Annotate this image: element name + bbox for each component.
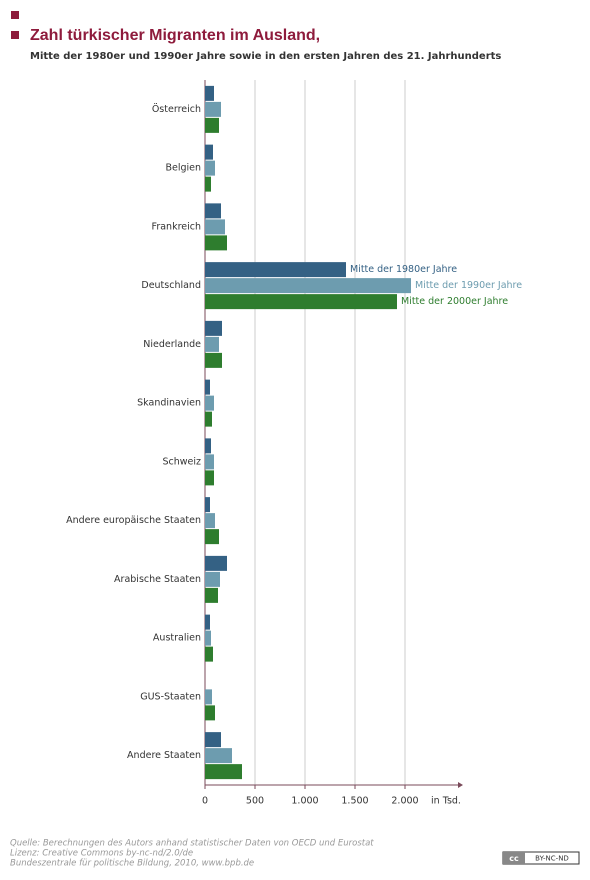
chart-title: Zahl türkischer Migranten im Ausland, <box>30 27 320 44</box>
legend-label: Mitte der 1980er Jahre <box>350 264 457 275</box>
y-tick-label: Deutschland <box>141 280 201 291</box>
bar <box>205 513 215 529</box>
bar <box>205 85 214 101</box>
legend-label: Mitte der 1990er Jahre <box>415 280 522 291</box>
title-marker <box>11 11 19 19</box>
bar <box>205 235 227 251</box>
bar <box>205 529 219 545</box>
x-tick-label: 2.000 <box>391 796 418 807</box>
x-axis-label: in Tsd. <box>431 796 461 807</box>
bar <box>205 748 232 764</box>
bar <box>205 555 227 571</box>
license-badge-icon <box>503 852 525 864</box>
y-tick-label: Andere europäische Staaten <box>66 515 201 526</box>
axis-arrow <box>458 782 463 788</box>
bar <box>205 219 225 235</box>
bar <box>205 395 214 411</box>
bar <box>205 438 211 454</box>
bar <box>205 160 215 176</box>
y-tick-label: Frankreich <box>152 221 201 232</box>
bar <box>205 614 210 630</box>
y-tick-label: Schweiz <box>162 456 201 467</box>
bar <box>205 278 411 294</box>
y-tick-label: GUS-Staaten <box>140 691 201 702</box>
x-tick-label: 1.000 <box>291 796 318 807</box>
bar <box>205 117 219 133</box>
bar <box>205 587 218 603</box>
bar <box>205 705 215 721</box>
legend-label: Mitte der 2000er Jahre <box>401 296 508 307</box>
license-cc: cc <box>509 854 519 863</box>
bar <box>205 262 346 278</box>
y-tick-label: Andere Staaten <box>127 750 201 761</box>
source-line: Lizenz: Creative Commons by-nc-nd/2.0/de <box>10 849 193 859</box>
bar <box>205 689 212 705</box>
license-text: BY-NC-ND <box>535 855 569 863</box>
source-line: Quelle: Berechnungen des Autors anhand s… <box>10 839 374 849</box>
y-tick-label: Skandinavien <box>137 398 201 409</box>
y-tick-label: Österreich <box>152 104 201 115</box>
bar <box>205 646 213 662</box>
x-tick-label: 500 <box>246 796 264 807</box>
bar <box>205 294 397 310</box>
bar <box>205 454 214 470</box>
bar <box>205 470 214 486</box>
chart-subtitle: Mitte der 1980er und 1990er Jahre sowie … <box>30 51 501 62</box>
bar <box>205 101 221 117</box>
bar <box>205 411 212 427</box>
x-tick-label: 1.500 <box>341 796 368 807</box>
bar <box>205 497 210 513</box>
bar <box>205 732 221 748</box>
bar <box>205 336 219 352</box>
bar <box>205 571 220 587</box>
bar <box>205 203 221 219</box>
bar <box>205 630 211 646</box>
y-tick-label: Niederlande <box>143 339 201 350</box>
y-tick-label: Australien <box>153 633 201 644</box>
bar <box>205 764 242 780</box>
source-line: Bundeszentrale für politische Bildung, 2… <box>10 859 254 869</box>
title-marker <box>11 31 19 39</box>
y-tick-label: Arabische Staaten <box>114 574 201 585</box>
bar <box>205 144 213 160</box>
bar <box>205 379 210 395</box>
bar <box>205 176 211 192</box>
x-tick-label: 0 <box>202 796 208 807</box>
y-tick-label: Belgien <box>165 163 201 174</box>
bar <box>205 320 222 336</box>
bar <box>205 352 222 368</box>
